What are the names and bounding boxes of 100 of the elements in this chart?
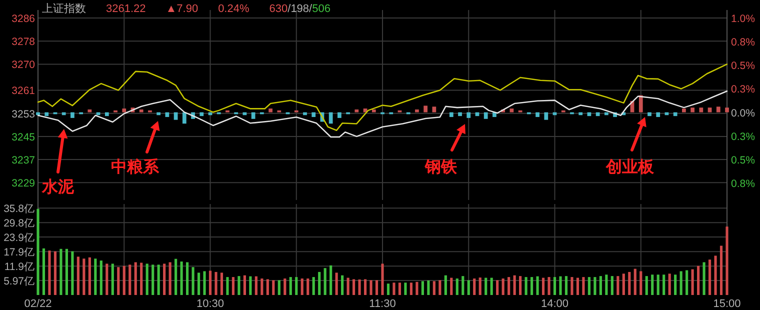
bar: [381, 264, 384, 295]
bar: [289, 277, 292, 295]
bar: [48, 250, 51, 295]
bar: [640, 271, 642, 295]
bar: [192, 267, 194, 295]
bar: [596, 112, 600, 116]
y-tick-label: 3245: [12, 131, 36, 144]
y2-tick-label: 0.3%: [731, 130, 755, 143]
bar: [156, 112, 161, 116]
bar: [467, 280, 470, 295]
bar: [386, 284, 390, 295]
bar: [330, 265, 332, 295]
bar: [303, 112, 307, 116]
bar: [295, 277, 298, 295]
bar: [82, 258, 86, 295]
y2-tick-label: 1.0%: [731, 13, 755, 25]
y-tick-label: 29.8亿: [4, 218, 35, 230]
text: 630/198/506: [269, 3, 330, 15]
bar: [65, 248, 68, 295]
bar: [544, 112, 548, 120]
bar: [318, 272, 321, 295]
bar: [582, 277, 585, 295]
bar: [496, 280, 499, 295]
bar: [197, 272, 200, 295]
bar: [604, 112, 608, 116]
bar: [354, 109, 359, 112]
bar: [328, 112, 333, 124]
bar: [449, 112, 454, 118]
text: 3261.22: [106, 3, 146, 15]
y2-tick-label: 0.8%: [731, 178, 755, 190]
bar: [656, 112, 660, 118]
bar: [203, 271, 206, 295]
bar: [708, 108, 712, 112]
bar: [278, 280, 280, 295]
y2-tick-label: 0.8%: [731, 36, 755, 49]
bar: [691, 269, 694, 295]
bar: [536, 112, 540, 118]
x-tick-label: 10:30: [196, 298, 224, 310]
bar: [456, 278, 458, 295]
bar: [484, 112, 488, 119]
bar: [180, 262, 183, 295]
bar: [473, 278, 476, 295]
bar: [165, 112, 170, 118]
bar: [111, 264, 114, 295]
bar: [651, 274, 654, 295]
y-tick-label: 3253: [12, 108, 36, 120]
bar: [168, 262, 172, 295]
bar: [690, 108, 694, 112]
bar: [570, 277, 574, 295]
bar: [673, 112, 678, 116]
bar: [186, 262, 189, 295]
bar: [182, 112, 186, 124]
bar: [458, 112, 462, 116]
y2-tick-label: 0.3%: [731, 84, 755, 96]
bar: [208, 270, 212, 295]
bar: [76, 256, 80, 295]
bar: [88, 257, 91, 295]
bar: [249, 276, 252, 295]
bar: [513, 275, 516, 295]
bar: [372, 109, 376, 112]
bar: [466, 112, 471, 118]
bar: [352, 279, 356, 295]
annotation: 创业板: [605, 158, 655, 176]
bar: [220, 272, 224, 295]
y2-tick-label: 0.5%: [731, 60, 755, 72]
bar: [450, 278, 453, 295]
bar: [427, 280, 430, 295]
bar: [312, 112, 316, 118]
bar: [720, 246, 723, 295]
text: 0.24%: [218, 3, 250, 15]
annotation: 钢铁: [424, 158, 458, 176]
bar: [484, 278, 488, 295]
y-tick-label: 11.9亿: [4, 261, 35, 274]
bar: [714, 256, 717, 295]
bar: [553, 277, 556, 295]
bar: [306, 278, 310, 295]
bar: [122, 266, 126, 295]
bar: [243, 275, 246, 295]
bar: [300, 278, 304, 295]
bar: [163, 264, 166, 295]
line-series: [37, 90, 728, 138]
y-tick-label: 3286: [12, 13, 36, 25]
bar: [272, 280, 275, 295]
bar: [335, 272, 338, 295]
bar: [415, 109, 419, 112]
bar: [152, 264, 154, 295]
bar: [94, 258, 97, 295]
bar: [536, 276, 539, 295]
bar: [174, 112, 178, 120]
y2-tick-label: 0.0%: [731, 107, 755, 120]
bar: [62, 112, 66, 116]
bar: [502, 278, 504, 295]
bar: [490, 278, 493, 295]
bar: [364, 279, 367, 295]
bar: [36, 112, 40, 116]
bar: [702, 262, 706, 295]
bar: [71, 251, 74, 295]
y-tick-label: 3278: [12, 36, 36, 48]
bar: [478, 278, 482, 295]
bar: [410, 282, 412, 295]
